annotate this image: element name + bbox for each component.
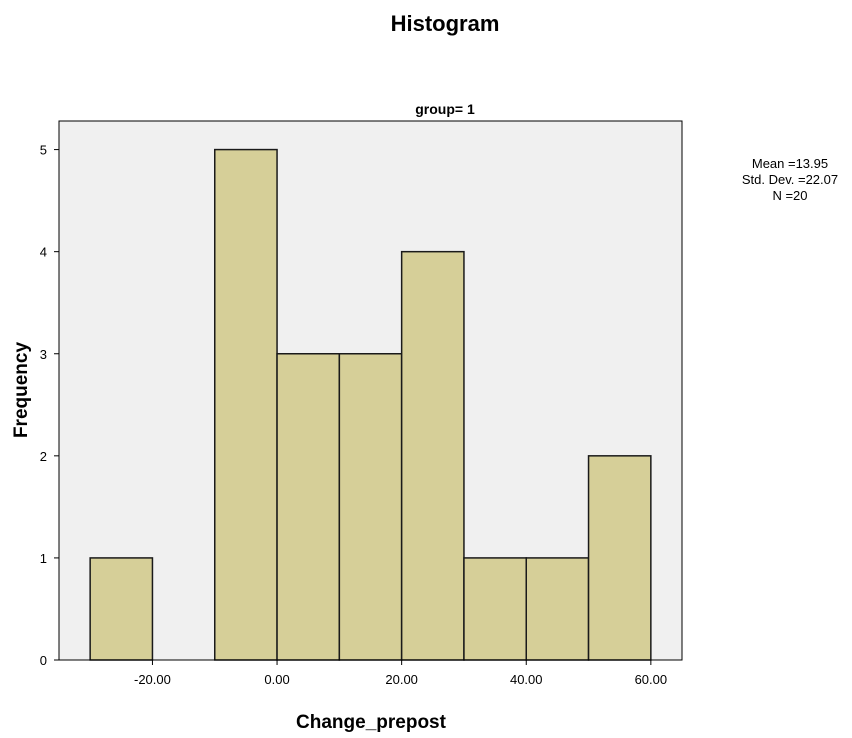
panel-title: group= 1 xyxy=(415,101,475,117)
plot-frame xyxy=(58,120,683,661)
x-axis-label: Change_prepost xyxy=(296,712,447,733)
y-axis-ticks: 0 1 2 3 4 5 xyxy=(40,143,59,668)
histogram-bar xyxy=(338,353,403,661)
histogram-bar xyxy=(89,557,154,661)
histogram-bar xyxy=(525,557,590,661)
x-tick-label: 60.00 xyxy=(635,672,668,687)
histogram-bar xyxy=(587,455,652,661)
y-tick-label: 1 xyxy=(40,551,47,566)
histogram-bar xyxy=(214,148,278,661)
histogram-bar xyxy=(400,250,465,661)
chart-title: Histogram xyxy=(391,11,500,36)
y-tick-label: 5 xyxy=(40,143,47,158)
x-tick-label: 20.00 xyxy=(385,672,418,687)
stat-std-dev: Std. Dev. =22.07 xyxy=(742,172,838,187)
x-axis-ticks: -20.00 0.00 20.00 40.00 60.00 xyxy=(134,660,667,687)
y-tick-label: 2 xyxy=(40,449,47,464)
stat-n: N =20 xyxy=(772,188,807,203)
y-tick-label: 4 xyxy=(40,245,47,260)
stats-box: Mean =13.95 Std. Dev. =22.07 N =20 xyxy=(742,156,838,203)
stat-mean: Mean =13.95 xyxy=(752,156,828,171)
x-tick-label: 0.00 xyxy=(264,672,289,687)
y-axis-label: Frequency xyxy=(11,342,32,439)
bars-group xyxy=(89,148,652,661)
histogram-bar xyxy=(463,557,528,661)
y-tick-label: 3 xyxy=(40,347,47,362)
y-tick-label: 0 xyxy=(40,653,47,668)
histogram-bar xyxy=(276,353,341,661)
x-tick-label: 40.00 xyxy=(510,672,543,687)
x-tick-label: -20.00 xyxy=(134,672,171,687)
